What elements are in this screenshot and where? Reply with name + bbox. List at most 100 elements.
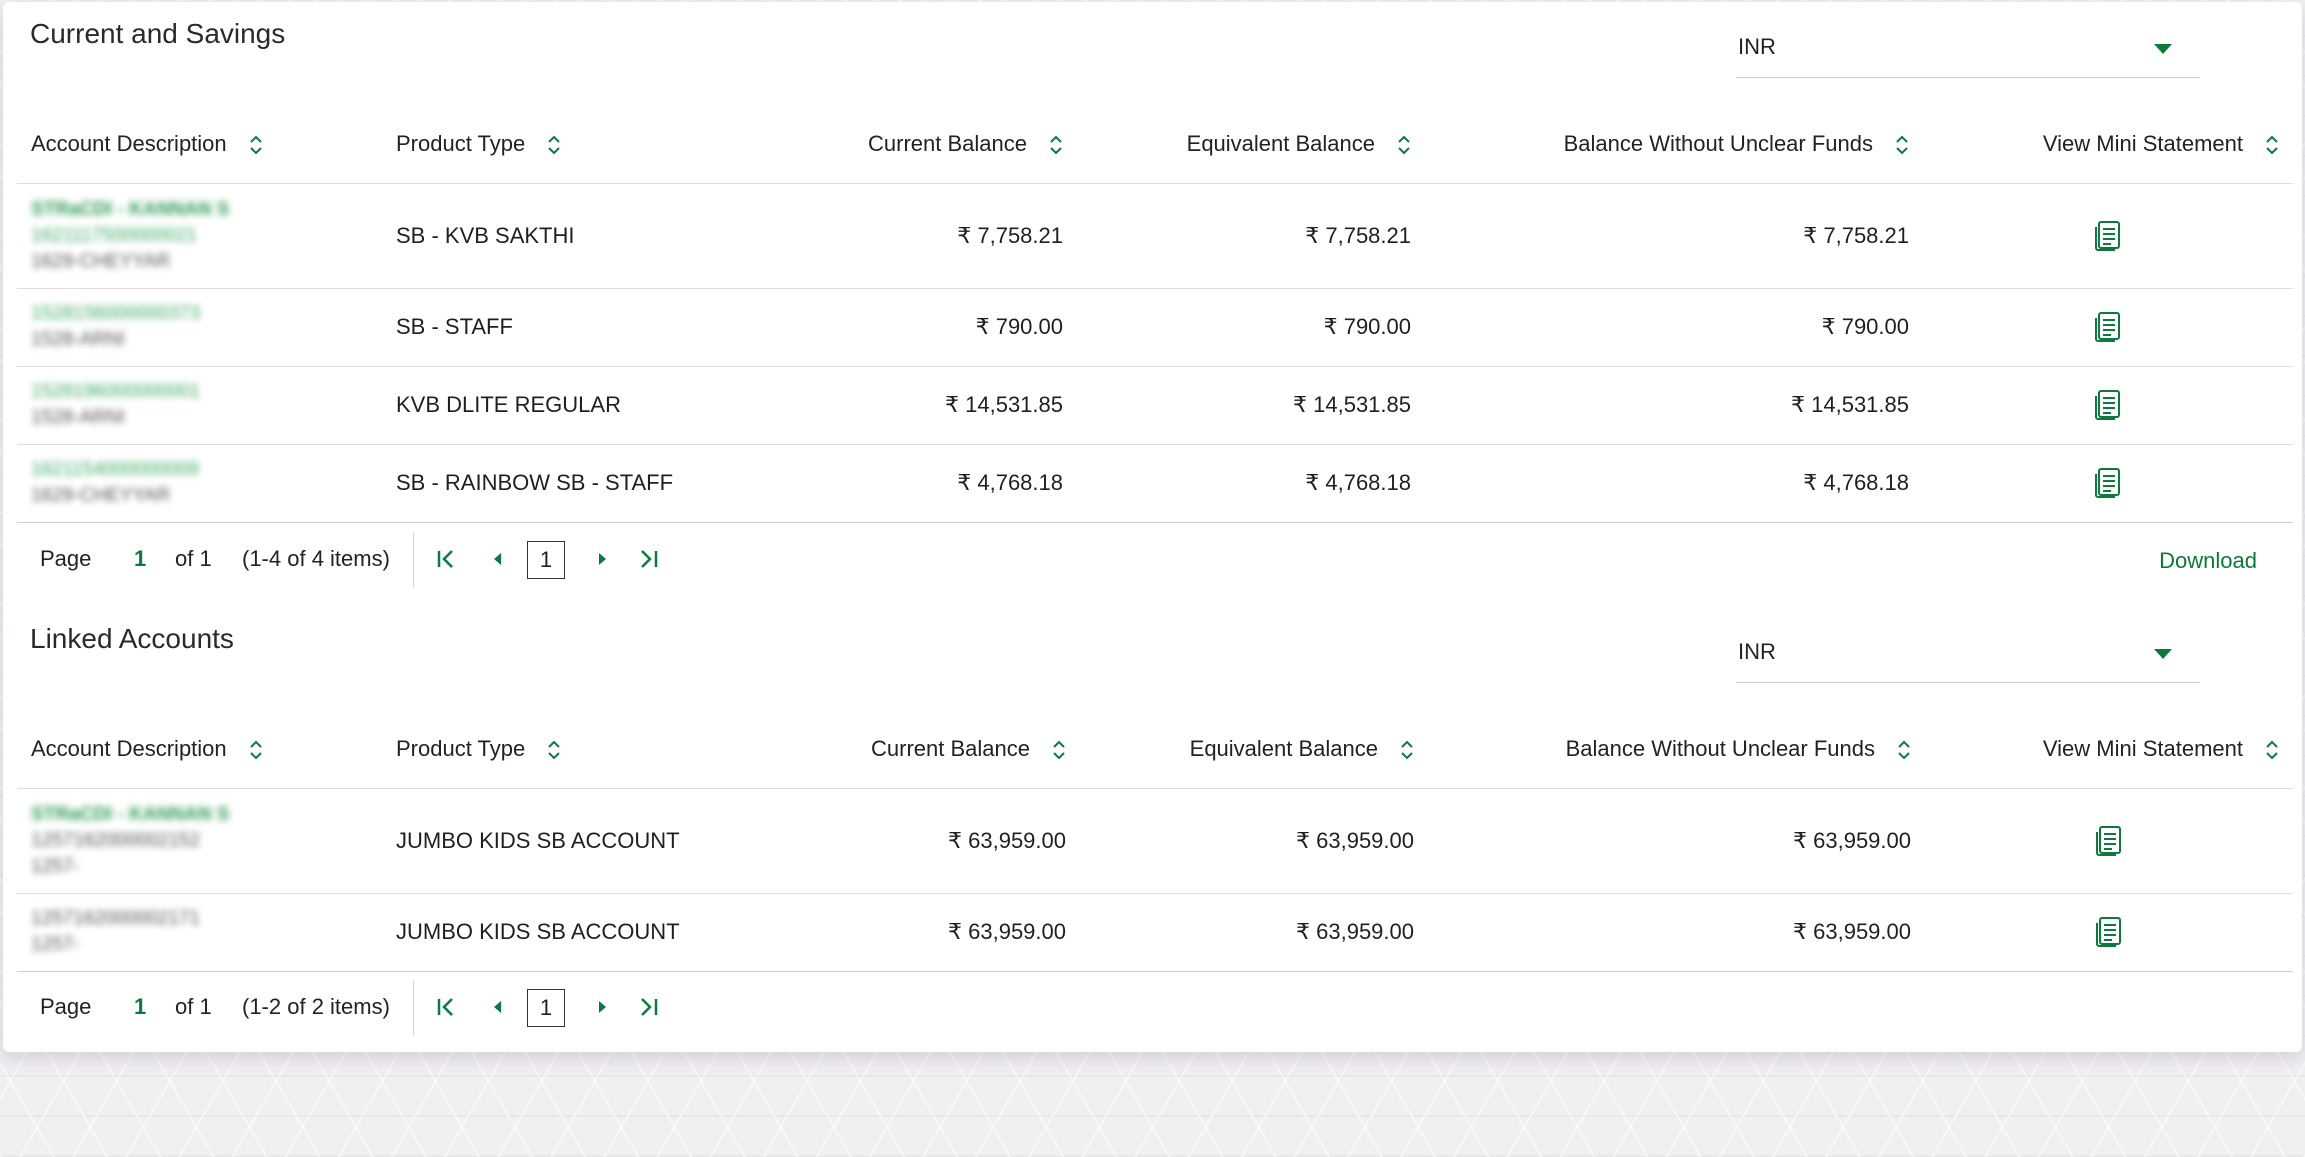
section-title: Linked Accounts xyxy=(30,623,234,654)
page-number-input[interactable]: 1 xyxy=(527,541,565,579)
caret-down-icon xyxy=(2154,649,2172,659)
product-type: SB - STAFF xyxy=(382,288,747,367)
sort-updown-icon[interactable] xyxy=(1049,134,1063,156)
equivalent-balance: ₹ 14,531.85 xyxy=(1077,366,1425,445)
page-number-input[interactable]: 1 xyxy=(527,989,565,1027)
balance-without-unclear: ₹ 63,959.00 xyxy=(1428,788,1925,894)
account-description-cell[interactable]: STRaCDI - KANNAN S 1621117500000021 1629… xyxy=(17,183,382,289)
sort-updown-icon[interactable] xyxy=(1400,739,1414,761)
sort-updown-icon[interactable] xyxy=(547,134,561,156)
product-type: SB - RAINBOW SB - STAFF xyxy=(382,444,747,523)
col-balance-without-unclear[interactable]: Balance Without Unclear Funds xyxy=(1425,105,1923,184)
currency-dropdown[interactable]: INR xyxy=(1736,30,2200,78)
currency-value: INR xyxy=(1738,639,1776,664)
product-type: KVB DLITE REGULAR xyxy=(382,366,747,445)
col-account-description[interactable]: Account Description xyxy=(17,105,382,184)
document-icon[interactable] xyxy=(2094,825,2124,857)
sort-updown-icon[interactable] xyxy=(1895,134,1909,156)
currency-value: INR xyxy=(1738,34,1776,59)
document-icon[interactable] xyxy=(2093,467,2123,499)
equivalent-balance: ₹ 790.00 xyxy=(1077,288,1425,367)
equivalent-balance: ₹ 4,768.18 xyxy=(1077,444,1425,523)
current-page: 1 xyxy=(134,994,147,1019)
mini-statement-cell xyxy=(1925,893,2293,972)
download-link[interactable]: Download xyxy=(2159,548,2257,573)
document-icon[interactable] xyxy=(2093,220,2123,252)
sort-updown-icon[interactable] xyxy=(1052,739,1066,761)
equivalent-balance: ₹ 7,758.21 xyxy=(1077,183,1425,289)
account-description-cell[interactable]: 1621154000000009 1629-CHEYYAR xyxy=(17,444,382,523)
product-type: JUMBO KIDS SB ACCOUNT xyxy=(382,893,747,972)
first-page-icon[interactable] xyxy=(432,544,462,574)
table-header-row: Account Description Product Type Current… xyxy=(17,710,2293,789)
table-row: STRaCDI - KANNAN S 1621117500000021 1629… xyxy=(17,183,2293,289)
col-current-balance[interactable]: Current Balance xyxy=(747,105,1077,184)
table-row: 1528156000000373 1528-ARNI SB - STAFF ₹ … xyxy=(17,288,2293,367)
page-label: Page xyxy=(40,994,92,1019)
items-count: (1-4 of 4 items) xyxy=(242,546,390,571)
equivalent-balance: ₹ 63,959.00 xyxy=(1080,788,1428,894)
accounts-table: Account Description Product Type Current… xyxy=(17,710,2293,972)
currency-dropdown[interactable]: INR xyxy=(1736,635,2200,683)
table-row: STRaCDI - KANNAN S 1257162000002152 1257… xyxy=(17,788,2293,894)
sort-updown-icon[interactable] xyxy=(1397,134,1411,156)
document-icon[interactable] xyxy=(2093,311,2123,343)
equivalent-balance: ₹ 63,959.00 xyxy=(1080,893,1428,972)
accounts-table: Account Description Product Type Current… xyxy=(17,105,2293,523)
pagination-bar: Page 1 of 1 (1-2 of 2 items) 1 xyxy=(17,972,2293,1042)
current-balance: ₹ 63,959.00 xyxy=(747,893,1080,972)
current-balance: ₹ 7,758.21 xyxy=(747,183,1077,289)
col-current-balance[interactable]: Current Balance xyxy=(747,710,1080,789)
sort-updown-icon[interactable] xyxy=(547,739,561,761)
mini-statement-cell xyxy=(1923,183,2293,289)
sort-updown-icon[interactable] xyxy=(249,134,263,156)
pager-divider xyxy=(413,532,414,588)
table-row: 1528196000000001 1528-ARNI KVB DLITE REG… xyxy=(17,366,2293,445)
sort-updown-icon[interactable] xyxy=(249,739,263,761)
last-page-icon[interactable] xyxy=(634,544,664,574)
table-row: 1621154000000009 1629-CHEYYAR SB - RAINB… xyxy=(17,444,2293,523)
current-balance: ₹ 790.00 xyxy=(747,288,1077,367)
last-page-icon[interactable] xyxy=(634,992,664,1022)
col-product-type[interactable]: Product Type xyxy=(382,710,747,789)
items-count: (1-2 of 2 items) xyxy=(242,994,390,1019)
prev-page-icon[interactable] xyxy=(483,544,513,574)
next-page-icon[interactable] xyxy=(587,992,617,1022)
page-of: of 1 xyxy=(175,546,212,571)
account-description-cell[interactable]: 1528196000000001 1528-ARNI xyxy=(17,366,382,445)
account-summary-card: Current and Savings INR Account Descript… xyxy=(3,2,2302,1052)
sort-updown-icon[interactable] xyxy=(2265,739,2279,761)
mini-statement-cell xyxy=(1923,366,2293,445)
balance-without-unclear: ₹ 14,531.85 xyxy=(1425,366,1923,445)
sort-updown-icon[interactable] xyxy=(2265,134,2279,156)
mini-statement-cell xyxy=(1925,788,2293,894)
document-icon[interactable] xyxy=(2094,916,2124,948)
first-page-icon[interactable] xyxy=(432,992,462,1022)
document-icon[interactable] xyxy=(2093,389,2123,421)
pagination-bar: Page 1 of 1 (1-4 of 4 items) 1 Download xyxy=(17,524,2293,594)
balance-without-unclear: ₹ 790.00 xyxy=(1425,288,1923,367)
col-product-type[interactable]: Product Type xyxy=(382,105,747,184)
sort-updown-icon[interactable] xyxy=(1897,739,1911,761)
product-type: JUMBO KIDS SB ACCOUNT xyxy=(382,788,747,894)
table-row: 1257162000002171 1257- JUMBO KIDS SB ACC… xyxy=(17,893,2293,972)
col-view-mini-statement[interactable]: View Mini Statement xyxy=(1925,710,2293,789)
account-description-cell[interactable]: STRaCDI - KANNAN S 1257162000002152 1257… xyxy=(17,788,382,894)
col-account-description[interactable]: Account Description xyxy=(17,710,382,789)
col-equivalent-balance[interactable]: Equivalent Balance xyxy=(1080,710,1428,789)
caret-down-icon xyxy=(2154,44,2172,54)
table-header-row: Account Description Product Type Current… xyxy=(17,105,2293,184)
prev-page-icon[interactable] xyxy=(483,992,513,1022)
balance-without-unclear: ₹ 63,959.00 xyxy=(1428,893,1925,972)
current-page: 1 xyxy=(134,546,147,571)
account-description-cell[interactable]: 1257162000002171 1257- xyxy=(17,893,382,972)
balance-without-unclear: ₹ 4,768.18 xyxy=(1425,444,1923,523)
product-type: SB - KVB SAKTHI xyxy=(382,183,747,289)
current-savings-section: Current and Savings INR Account Descript… xyxy=(3,2,2302,604)
col-view-mini-statement[interactable]: View Mini Statement xyxy=(1923,105,2293,184)
linked-accounts-section: Linked Accounts INR Account Description … xyxy=(3,607,2302,1052)
col-balance-without-unclear[interactable]: Balance Without Unclear Funds xyxy=(1428,710,1925,789)
account-description-cell[interactable]: 1528156000000373 1528-ARNI xyxy=(17,288,382,367)
col-equivalent-balance[interactable]: Equivalent Balance xyxy=(1077,105,1425,184)
next-page-icon[interactable] xyxy=(587,544,617,574)
